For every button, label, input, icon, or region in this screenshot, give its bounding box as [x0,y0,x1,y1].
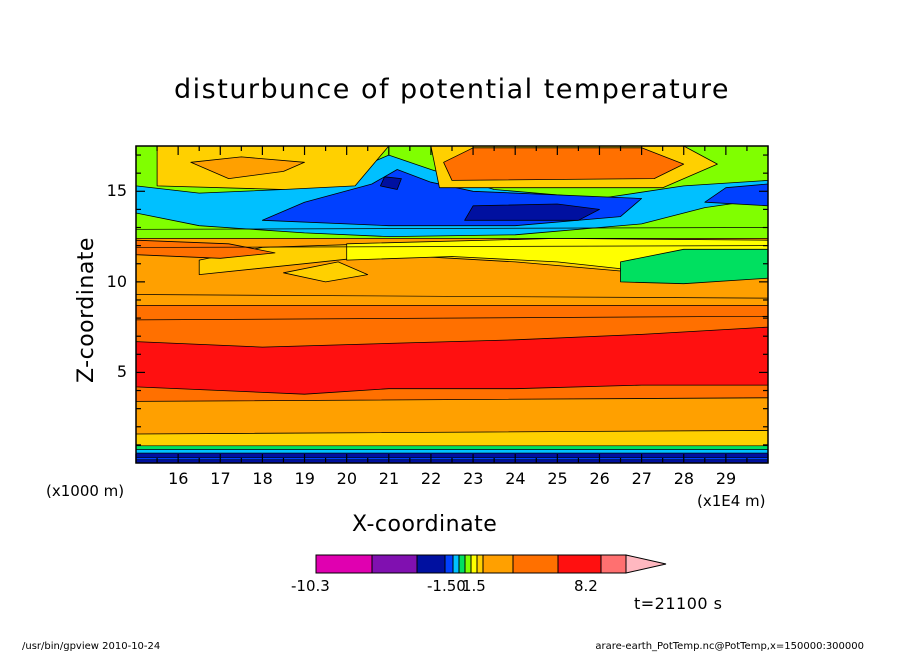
x-tick-label: 17 [210,469,231,488]
colorbar-segment [371,554,418,574]
x-tick-label: 29 [715,469,737,488]
colorbar-segment [512,554,559,574]
colorbar-tick-label: -10.3 [291,577,330,595]
colorbar-segment [482,554,514,574]
colorbar-segment [315,554,373,574]
y-tick-label: 10 [106,271,127,291]
x-tick-label: 24 [505,469,526,488]
x-tick-label: 16 [168,469,189,488]
contour-line-1 [136,294,768,299]
colorbar-segment [600,554,627,574]
footer-left: /usr/bin/gpview 2010-10-24 [22,641,161,652]
y-tick-label: 5 [116,362,127,382]
x-tick-label: 27 [631,469,652,488]
x-tick-label: 19 [294,469,315,488]
x-tick-label: 25 [547,469,568,488]
contour-region-8 [620,248,768,285]
contour-region-4 [136,326,768,395]
colorbar-segment [416,554,446,574]
x-tick-label: 23 [463,469,484,488]
colorbar-segment [476,554,484,574]
x-tick-label: 20 [336,469,358,488]
colorbar-segment [557,554,602,574]
colorbar-arrow [625,554,667,574]
x-tick-label: 28 [673,469,695,488]
contour-region-15 [190,156,305,180]
x-axis-unit: (x1E4 m) [697,492,766,510]
x-axis-label: X-coordinate [352,512,498,537]
contour-region-20 [283,261,369,283]
colorbar-segment [458,554,466,574]
x-tick-label: 21 [378,469,400,488]
y-axis-unit: (x1000 m) [46,482,125,500]
colorbar-tick-label: 1.5 [462,577,486,595]
time-annotation: t=21100 s [634,594,723,613]
y-axis-label: Z-coordinate [74,237,99,383]
colorbar-tick-label: -1.50 [427,577,466,595]
x-tick-label: 26 [589,469,610,488]
colorbar-tick-label: 8.2 [574,577,598,595]
colorbar [315,554,667,574]
footer-right: arare-earth_PotTemp.nc@PotTemp,x=150000:… [595,641,864,652]
surface-band-3 [136,445,768,450]
contour-line-3 [136,245,768,248]
contour-line-2 [136,227,768,230]
chart-title: disturbunce of potential temperature [174,74,730,105]
x-tick-label: 18 [252,469,273,488]
surface-band-2 [136,449,768,454]
y-tick-label: 15 [106,181,127,201]
axis-ticks [135,146,769,463]
contour-region-13 [704,183,768,207]
x-tick-label: 22 [420,469,442,488]
contour-region-17 [443,147,685,181]
contour-fill [136,146,768,463]
contour-region-12 [464,203,600,221]
contour-line-0 [136,315,768,321]
contour-region-19 [136,239,276,259]
colorbar-segment [464,554,472,574]
colorbar-segment [444,554,454,574]
colorbar-segment [470,554,478,574]
contour-region-18 [379,176,402,190]
colorbar-segment [452,554,460,574]
